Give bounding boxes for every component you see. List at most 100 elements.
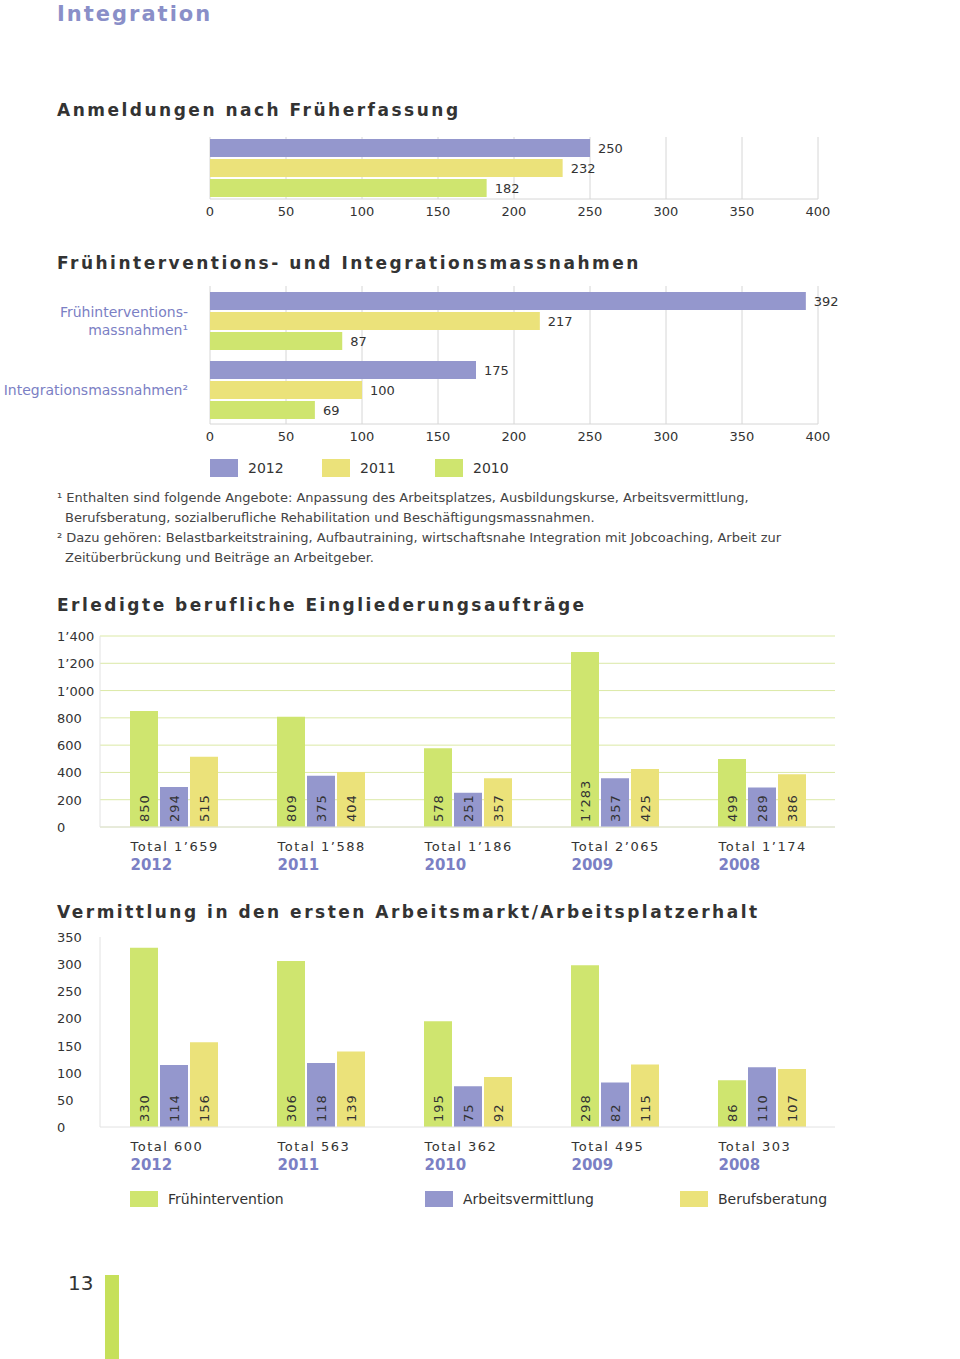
- svg-text:50: 50: [57, 1093, 74, 1108]
- svg-text:400: 400: [57, 765, 82, 780]
- svg-text:Total 563: Total 563: [277, 1139, 351, 1154]
- svg-text:2009: 2009: [572, 1156, 614, 1174]
- svg-text:200: 200: [502, 429, 527, 444]
- svg-text:2011: 2011: [278, 1156, 320, 1174]
- svg-text:350: 350: [57, 930, 82, 945]
- svg-text:2012: 2012: [131, 856, 173, 874]
- svg-text:600: 600: [57, 738, 82, 753]
- svg-text:0: 0: [57, 820, 65, 835]
- svg-text:200: 200: [57, 793, 82, 808]
- svg-text:375: 375: [314, 794, 329, 822]
- svg-text:87: 87: [350, 334, 367, 349]
- svg-text:294: 294: [167, 794, 182, 822]
- svg-text:100: 100: [350, 429, 375, 444]
- svg-text:50: 50: [278, 429, 295, 444]
- svg-text:300: 300: [654, 204, 679, 219]
- svg-text:250: 250: [598, 141, 623, 156]
- svg-text:250: 250: [578, 204, 603, 219]
- svg-text:75: 75: [461, 1103, 476, 1122]
- svg-text:150: 150: [426, 429, 451, 444]
- svg-text:Integrationsmassnahmen²: Integrationsmassnahmen²: [8, 382, 188, 398]
- svg-text:306: 306: [284, 1094, 299, 1122]
- svg-text:150: 150: [57, 1039, 82, 1054]
- svg-text:499: 499: [725, 794, 740, 822]
- svg-text:400: 400: [806, 429, 831, 444]
- svg-text:330: 330: [137, 1094, 152, 1122]
- svg-text:Total 1’588: Total 1’588: [277, 839, 366, 854]
- svg-text:515: 515: [197, 794, 212, 822]
- svg-text:850: 850: [137, 794, 152, 822]
- svg-text:139: 139: [344, 1094, 359, 1122]
- svg-text:578: 578: [431, 794, 446, 822]
- svg-text:200: 200: [57, 1011, 82, 1026]
- svg-text:Frühinterventions-massnahmen¹: Frühinterventions-massnahmen¹: [60, 304, 188, 338]
- svg-text:1’200: 1’200: [57, 656, 94, 671]
- svg-text:200: 200: [502, 204, 527, 219]
- svg-text:250: 250: [57, 984, 82, 999]
- svg-text:1’400: 1’400: [57, 629, 94, 644]
- svg-text:182: 182: [495, 181, 520, 196]
- svg-text:69: 69: [323, 403, 340, 418]
- svg-text:114: 114: [167, 1094, 182, 1122]
- svg-text:2012: 2012: [131, 1156, 173, 1174]
- svg-text:Total 495: Total 495: [571, 1139, 645, 1154]
- svg-text:0: 0: [57, 1120, 65, 1135]
- svg-text:350: 350: [730, 204, 755, 219]
- svg-text:110: 110: [755, 1094, 770, 1122]
- svg-text:175: 175: [484, 363, 509, 378]
- svg-text:250: 250: [578, 429, 603, 444]
- svg-text:386: 386: [785, 794, 800, 822]
- svg-text:2010: 2010: [425, 856, 467, 874]
- svg-text:86: 86: [725, 1103, 740, 1122]
- svg-text:809: 809: [284, 794, 299, 822]
- svg-text:107: 107: [785, 1094, 800, 1122]
- svg-text:0: 0: [206, 429, 214, 444]
- svg-text:357: 357: [608, 794, 623, 822]
- svg-text:82: 82: [608, 1103, 623, 1122]
- svg-text:92: 92: [491, 1103, 506, 1122]
- svg-text:392: 392: [814, 294, 839, 309]
- svg-text:2009: 2009: [572, 856, 614, 874]
- svg-text:195: 195: [431, 1094, 446, 1122]
- svg-text:Total 1’174: Total 1’174: [718, 839, 807, 854]
- svg-text:2011: 2011: [278, 856, 320, 874]
- svg-text:Total 600: Total 600: [130, 1139, 204, 1154]
- svg-text:800: 800: [57, 711, 82, 726]
- svg-text:Total 303: Total 303: [718, 1139, 792, 1154]
- svg-text:0: 0: [206, 204, 214, 219]
- html-text:Anmeldungen nach Früherfassung: Anmeldungen nach Früherfassung: [57, 100, 461, 120]
- svg-text:217: 217: [548, 314, 573, 329]
- html-text:13: 13: [68, 1271, 94, 1295]
- svg-text:2010: 2010: [425, 1156, 467, 1174]
- svg-text:118: 118: [314, 1094, 329, 1122]
- svg-text:425: 425: [638, 794, 653, 822]
- html-text:¹ Enthalten sind folgende Ange: ¹ Enthalten sind folgende Angebote: Anpa…: [57, 490, 749, 525]
- svg-text:50: 50: [278, 204, 295, 219]
- svg-text:357: 357: [491, 794, 506, 822]
- svg-text:289: 289: [755, 794, 770, 822]
- svg-text:1’283: 1’283: [578, 780, 593, 822]
- svg-text:404: 404: [344, 794, 359, 822]
- svg-text:Total 1’186: Total 1’186: [424, 839, 513, 854]
- html-text:Integration: Integration: [57, 2, 213, 26]
- svg-text:300: 300: [654, 429, 679, 444]
- svg-text:Total 1’659: Total 1’659: [130, 839, 219, 854]
- svg-text:115: 115: [638, 1094, 653, 1122]
- svg-text:100: 100: [57, 1066, 82, 1081]
- svg-text:300: 300: [57, 957, 82, 972]
- svg-text:350: 350: [730, 429, 755, 444]
- svg-text:298: 298: [578, 1094, 593, 1122]
- svg-text:1’000: 1’000: [57, 684, 94, 699]
- svg-text:Total 362: Total 362: [424, 1139, 498, 1154]
- svg-text:100: 100: [350, 204, 375, 219]
- svg-text:156: 156: [197, 1094, 212, 1122]
- svg-text:Total 2’065: Total 2’065: [571, 839, 660, 854]
- svg-text:2008: 2008: [719, 856, 761, 874]
- svg-text:150: 150: [426, 204, 451, 219]
- html-text:² Dazu gehören: Belastbarkeits: ² Dazu gehören: Belastbarkeitstraining, …: [57, 530, 782, 565]
- svg-text:232: 232: [571, 161, 596, 176]
- svg-text:400: 400: [806, 204, 831, 219]
- svg-text:100: 100: [370, 383, 395, 398]
- svg-text:251: 251: [461, 794, 476, 822]
- svg-text:2008: 2008: [719, 1156, 761, 1174]
